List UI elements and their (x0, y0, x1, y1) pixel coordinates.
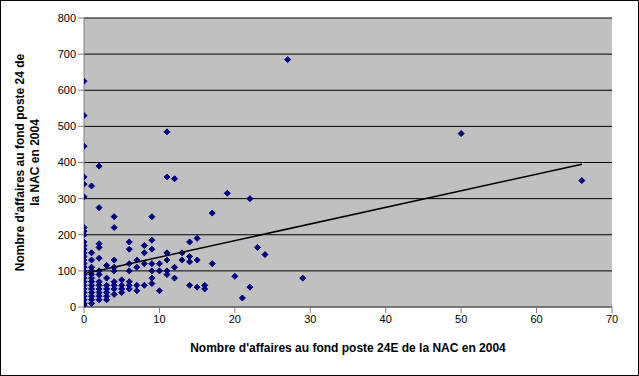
svg-text:Nombre d'affaires au fond post: Nombre d'affaires au fond poste 24E de l… (190, 341, 506, 355)
svg-text:70: 70 (606, 313, 618, 325)
svg-text:0: 0 (81, 313, 87, 325)
svg-text:800: 800 (58, 12, 76, 24)
svg-text:700: 700 (58, 48, 76, 60)
svg-text:100: 100 (58, 265, 76, 277)
svg-text:30: 30 (304, 313, 316, 325)
svg-text:40: 40 (380, 313, 392, 325)
svg-text:60: 60 (530, 313, 542, 325)
svg-text:600: 600 (58, 84, 76, 96)
svg-text:0: 0 (70, 301, 76, 313)
svg-text:400: 400 (58, 156, 76, 168)
svg-text:10: 10 (153, 313, 165, 325)
svg-text:300: 300 (58, 193, 76, 205)
svg-text:Nombre d'affaires au fond post: Nombre d'affaires au fond poste 24 dela … (13, 53, 42, 271)
svg-text:200: 200 (58, 229, 76, 241)
svg-text:20: 20 (229, 313, 241, 325)
svg-text:500: 500 (58, 120, 76, 132)
svg-text:50: 50 (455, 313, 467, 325)
